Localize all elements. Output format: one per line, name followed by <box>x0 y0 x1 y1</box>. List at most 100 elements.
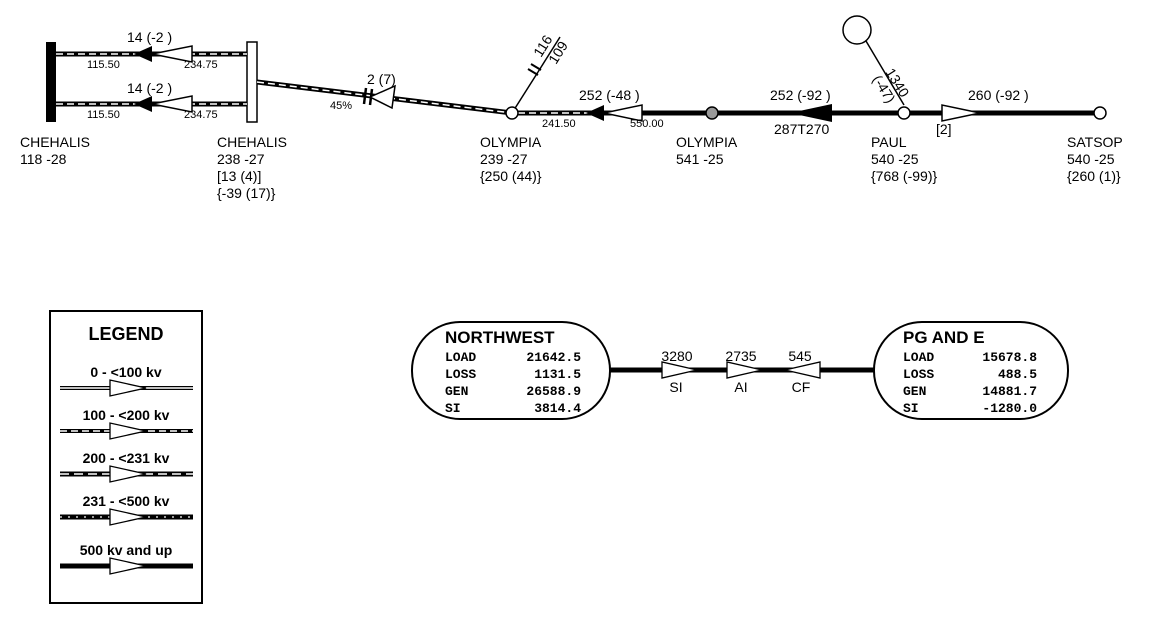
flow-arrow <box>603 104 643 122</box>
flow-arrow <box>784 361 821 379</box>
area-row-value: 26588.9 <box>526 384 581 399</box>
intertie-label: AI <box>734 379 747 395</box>
bus-bar-chehalis-238[interactable] <box>246 41 258 123</box>
bus-values: 540 -25 <box>1067 151 1115 167</box>
area-row-value: 15678.8 <box>982 350 1037 365</box>
legend-item-100-200kv: 100 - <200 kv <box>60 407 193 440</box>
intertie-cf[interactable]: 545 CF <box>784 348 821 395</box>
line-flow: 260 (-92 ) <box>968 87 1029 103</box>
bus-values: 540 -25 <box>871 151 919 167</box>
bus-extra: {768 (-99)} <box>871 168 937 184</box>
series-compensated-line[interactable]: 2 (7) 45% <box>256 71 513 116</box>
area-row-label: LOSS <box>903 367 934 382</box>
transmission-network: 14 (-2 ) 115.50 234.75 14 (-2 ) 115.50 2… <box>20 15 1123 201</box>
transformer-symbol <box>134 46 152 62</box>
legend-item-231-500kv: 231 - <500 kv <box>60 493 193 526</box>
transformer-high-tap: 234.75 <box>184 109 218 121</box>
transformer-low-tap: 115.50 <box>87 59 120 71</box>
flow-arrow <box>368 84 396 110</box>
legend-item-200-231kv: 200 - <231 kv <box>60 450 193 483</box>
bus-name: PAUL <box>871 134 907 150</box>
flow-arrow <box>109 508 147 526</box>
bus-bar-chehalis-118[interactable] <box>46 42 56 122</box>
intertie-label: SI <box>669 379 682 395</box>
flow-arrow <box>109 379 147 397</box>
legend-item-label: 500 kv and up <box>80 542 173 558</box>
bus-name: OLYMPIA <box>676 134 738 150</box>
flow-arrow <box>151 45 193 63</box>
bus-values: 238 -27 <box>217 151 265 167</box>
flow-arrow <box>661 361 698 379</box>
transformer-high-tap: 550.00 <box>630 118 664 130</box>
intertie-flow: 3280 <box>661 348 692 364</box>
bus-label-paul: PAUL 540 -25 {768 (-99)} <box>871 134 937 184</box>
transformer-flow: 14 (-2 ) <box>127 29 172 45</box>
transformer-symbol <box>586 105 604 121</box>
area-row-value: 14881.7 <box>982 384 1037 399</box>
transformer-branch-1[interactable]: 14 (-2 ) 115.50 234.75 <box>56 29 247 71</box>
legend-title: LEGEND <box>88 324 163 344</box>
legend: LEGEND 0 - <100 kv 100 - <200 kv 200 - <… <box>49 310 203 604</box>
area-row-label: SI <box>903 401 919 416</box>
area-row-value: 3814.4 <box>534 401 581 416</box>
bus-label-chehalis-238: CHEHALIS 238 -27 [13 (4)] {-39 (17)} <box>217 134 287 201</box>
legend-item-500kv-up: 500 kv and up <box>60 542 193 575</box>
area-interchange: NORTHWEST LOAD 21642.5 LOSS 1131.5 GEN 2… <box>411 321 1069 420</box>
area-row-label: GEN <box>445 384 468 399</box>
intertie-flow: 2735 <box>725 348 756 364</box>
bus-values: 541 -25 <box>676 151 724 167</box>
bus-node-satsop[interactable] <box>1093 106 1107 120</box>
legend-item-label: 0 - <100 kv <box>90 364 161 380</box>
transformer-high-tap: 234.75 <box>184 59 218 71</box>
bus-extra: {250 (44)} <box>480 168 542 184</box>
bus-name: SATSOP <box>1067 134 1123 150</box>
series-capacitor-plate <box>362 87 368 105</box>
bus-node-olympia-239[interactable] <box>505 106 519 120</box>
bus-label-olympia-541: OLYMPIA 541 -25 <box>676 134 738 167</box>
bus-node-olympia-541[interactable] <box>705 106 719 120</box>
bus-label-satsop: SATSOP 540 -25 {260 (1)} <box>1067 134 1123 184</box>
flow-arrow <box>109 557 147 575</box>
area-row-label: LOSS <box>445 367 476 382</box>
area-outline <box>411 321 611 420</box>
area-row-value: -1280.0 <box>982 401 1037 416</box>
intertie-label: CF <box>792 379 811 395</box>
flow-arrow <box>109 422 147 440</box>
generator-icon <box>842 15 872 45</box>
area-row-value: 488.5 <box>998 367 1037 382</box>
intertie-si[interactable]: 3280 SI <box>661 348 698 395</box>
bus-values: 239 -27 <box>480 151 528 167</box>
bus-label-olympia-239: OLYMPIA 239 -27 {250 (44)} <box>480 134 542 184</box>
transformer-flow: 252 (-48 ) <box>579 87 640 103</box>
intertie-flow: 545 <box>788 348 812 364</box>
line-paul-satsop[interactable]: 260 (-92 ) [2] <box>904 87 1100 137</box>
legend-item-0-100kv: 0 - <100 kv <box>60 364 193 397</box>
line-flow: 2 (7) <box>367 71 396 87</box>
shunt-device[interactable]: 116 109 <box>511 32 571 114</box>
line-287T270[interactable]: 252 (-92 ) 287T270 <box>712 87 904 137</box>
line-id: 287T270 <box>774 121 829 137</box>
bus-extra: {260 (1)} <box>1067 168 1121 184</box>
area-box-pg-and-e[interactable]: PG AND E LOAD 15678.8 LOSS 488.5 GEN 148… <box>873 321 1069 420</box>
transformer-branch-3[interactable]: 252 (-48 ) 241.50 550.00 <box>518 87 712 130</box>
area-row-label: GEN <box>903 384 926 399</box>
area-row-label: LOAD <box>445 350 476 365</box>
compensation-percent: 45% <box>330 100 352 112</box>
area-outline <box>873 321 1069 420</box>
flow-arrow <box>790 104 832 122</box>
line-id: [2] <box>936 121 952 137</box>
line-flow: 252 (-92 ) <box>770 87 831 103</box>
legend-item-label: 200 - <231 kv <box>83 450 170 466</box>
area-box-northwest[interactable]: NORTHWEST LOAD 21642.5 LOSS 1131.5 GEN 2… <box>411 321 611 420</box>
transformer-branch-2[interactable]: 14 (-2 ) 115.50 234.75 <box>56 80 247 121</box>
intertie-ai[interactable]: 2735 AI <box>725 348 763 395</box>
area-row-value: 21642.5 <box>526 350 581 365</box>
generator[interactable]: 1340 (-47) <box>842 15 913 106</box>
bus-node-paul[interactable] <box>897 106 911 120</box>
transformer-low-tap: 115.50 <box>87 109 120 121</box>
transformer-flow: 14 (-2 ) <box>127 80 172 96</box>
area-row-label: SI <box>445 401 461 416</box>
transformer-symbol <box>134 96 152 112</box>
bus-label-chehalis-118: CHEHALIS 118 -28 <box>20 134 90 167</box>
